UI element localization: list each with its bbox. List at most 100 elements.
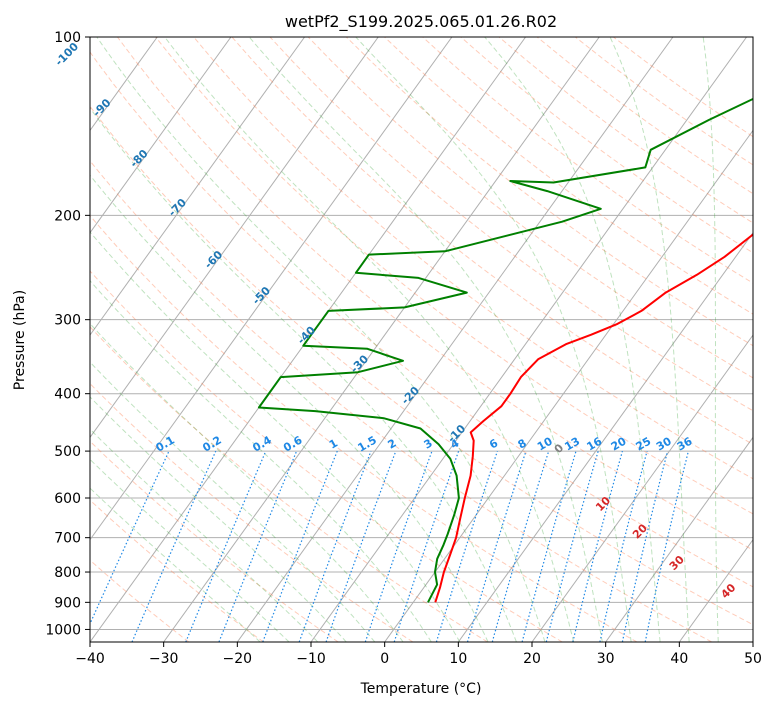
dry-adiabat-line [307,37,753,379]
dry-adiabat-line [90,559,190,642]
mixing-ratio-line [491,450,550,642]
x-axis-label: Temperature (°C) [360,681,482,697]
moist-adiabat-line [702,37,719,642]
mixing-ratio-line [364,450,433,642]
plot-frame [89,36,754,643]
moist-adiabat-line [90,396,347,642]
x-tick-label: 0 [380,651,389,667]
dry-adiabat-line [90,105,753,626]
moist-adiabat-line [96,37,546,642]
dry-adiabat-line [90,499,264,642]
isotherm-label: -50 [250,284,273,307]
moist-adiabat-label: 20 [630,521,650,541]
y-axis: 100 200 300 400 500 600 700 800 900 1000 [45,30,90,638]
y-tick-label: 700 [54,531,81,547]
dry-adiabat-line [90,382,414,642]
y-tick-label: 900 [54,595,81,611]
x-tick-label: 50 [744,651,762,667]
isotherm-line [605,436,753,642]
moist-adiabat-line [90,231,461,642]
x-tick-label: 30 [597,651,615,667]
dry-adiabat-line [498,37,753,224]
x-tick-label: −40 [75,651,105,667]
dry-adiabat-line [90,440,339,642]
moist-adiabat-line [355,37,632,642]
isotherm-label: -80 [127,147,150,170]
moist-adiabat-line [90,322,404,642]
isotherm-line [0,37,10,642]
moist-adiabat-line [484,37,661,642]
dry-adiabat-line [345,37,753,347]
chart-title: wetPf2_S199.2025.065.01.26.R02 [285,12,557,32]
background-lines [0,37,753,642]
moist-adiabat-line [164,37,575,642]
x-tick-label: −10 [296,651,326,667]
y-axis-label: Pressure (hPa) [12,290,28,390]
mixing-ratio-line [572,450,623,642]
isotherm-line [163,37,600,642]
mixing-ratio-line [435,450,498,642]
moist-adiabat-line [248,37,603,642]
y-tick-label: 400 [54,387,81,403]
dry-adiabat-line [155,37,753,515]
dry-adiabat-line [536,37,753,195]
x-tick-label: −20 [223,651,253,667]
y-tick-label: 800 [54,565,81,581]
isotherm-label: -40 [295,324,318,347]
dry-adiabat-line [231,37,753,445]
mixing-ratio-line [393,450,460,642]
x-tick-label: −30 [149,651,179,667]
moist-adiabat-label: 30 [667,553,687,573]
temperature-line [434,233,753,603]
dry-adiabat-line [90,326,488,642]
isotherm-line [457,231,753,642]
dewpoint-line [257,97,753,603]
mixing-ratio-label: 2 [385,437,398,452]
isotherm-line [90,37,306,336]
dry-adiabat-line [269,37,753,412]
dry-adiabat-line [117,37,753,551]
isotherm-label: -90 [90,96,113,119]
isotherm-line [90,37,379,439]
mixing-ratio-line [644,450,689,642]
isotherm-line [90,37,453,541]
y-tick-label: 200 [54,208,81,224]
moist-adiabat-line [609,37,690,642]
isotherm-line [90,37,232,234]
mixing-ratio-label: 6 [487,436,500,451]
mixing-ratio-line [466,450,527,642]
isotherm-line [531,334,753,642]
moist-adiabat-line [90,361,376,642]
isotherm-line [752,641,753,642]
moist-adiabat-label: 10 [593,494,613,514]
y-tick-label: 500 [54,444,81,460]
isotherm-label: -20 [399,384,422,407]
mixing-ratio-line [218,450,298,642]
dry-adiabat-line [422,37,753,284]
dry-adiabat-line [90,270,563,642]
mixing-ratio-line [521,450,577,642]
dry-adiabat-line [90,214,638,642]
mixing-ratio-label: 1 [327,437,340,452]
mixing-ratio-line [90,450,170,626]
y-tick-label: 100 [54,30,81,46]
x-tick-label: 10 [449,651,467,667]
profile-lines [257,97,753,603]
moist-adiabat-line [90,428,319,642]
isotherm-line [678,538,753,642]
mixing-ratio-line [131,450,217,642]
x-tick-label: 40 [670,651,688,667]
dry-adiabat-line [384,37,753,315]
x-axis: −40 −30 −20 −10 0 10 20 30 40 50 [75,642,762,667]
mixing-ratio-line [599,450,648,642]
isotherm-label: -60 [202,248,225,271]
moist-adiabat-line [90,107,517,642]
y-tick-label: 1000 [45,622,81,638]
isotherm-line [384,129,753,642]
y-tick-label: 600 [54,491,81,507]
mixing-ratio-line [545,450,599,642]
mixing-ratio-line [185,450,267,642]
mixing-ratio-line [262,450,338,642]
isotherm-line [236,37,674,642]
